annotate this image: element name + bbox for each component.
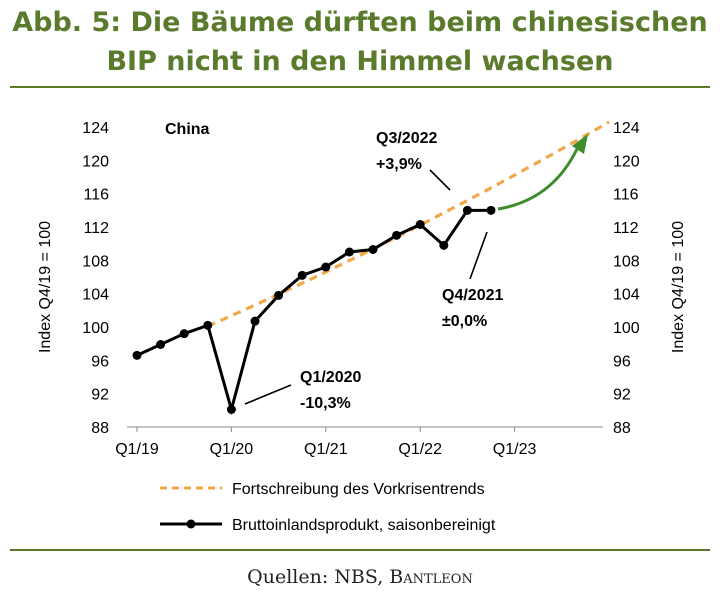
y-tick-label-left: 120: [82, 153, 109, 170]
gdp-line: [136, 208, 491, 416]
gdp-point: [368, 245, 378, 254]
bottom-divider: [10, 549, 710, 551]
annotation-leader-q4-2021: [469, 231, 488, 280]
gdp-point: [439, 240, 449, 250]
y-tick-label-left: 116: [83, 187, 109, 204]
annotation-q4-2021-label: Q4/2021: [442, 287, 503, 304]
gdp-point: [250, 316, 260, 326]
annotation-leader-q1-2020: [244, 384, 292, 405]
gdp-point: [226, 405, 236, 414]
y-tick-label-left: 92: [91, 387, 109, 404]
y-tick-label-right: 92: [613, 387, 631, 404]
gdp-point: [274, 290, 284, 300]
x-tick-label: Q1/21: [304, 441, 348, 458]
y-tick-label-left: 104: [82, 287, 109, 304]
chart-title-line1: Abb. 5: Die Bäume dürften beim chinesisc…: [12, 7, 708, 38]
y-tick-label-right: 96: [613, 353, 631, 370]
source-prefix: Quellen: NBS,: [247, 566, 390, 588]
y-tick-label-right: 104: [613, 287, 640, 304]
gdp-point: [203, 320, 213, 330]
x-tick-label: Q1/20: [210, 441, 254, 458]
chart-title-line2: BIP nicht in den Himmel wachsen: [106, 46, 614, 77]
y-tick-label-left: 96: [91, 353, 109, 370]
gdp-point: [179, 329, 189, 339]
source-note: Quellen: NBS, Bantleon: [0, 566, 720, 588]
y-tick-label-left: 108: [82, 253, 109, 270]
gdp-point: [344, 247, 354, 257]
gdp-point: [462, 205, 472, 215]
y-tick-label-right: 120: [613, 153, 640, 170]
outlook-arrow: [497, 148, 579, 211]
legend-gdp-marker: [186, 519, 196, 529]
trend-line: [207, 120, 610, 328]
annotation-q1-2020-value: -10,3%: [300, 395, 351, 412]
gdp-point: [415, 220, 425, 229]
y-tick-label-right: 116: [613, 187, 639, 204]
outlook-arrow-head: [572, 134, 588, 154]
chart-inner-title: China: [165, 121, 210, 138]
y-tick-label-right: 124: [613, 120, 640, 137]
annotation-q3-2022-label: Q3/2022: [376, 130, 437, 147]
y-tick-label-right: 112: [613, 220, 639, 237]
y-axis-label-left: Index Q4/19 = 100: [37, 221, 54, 353]
top-divider: [10, 86, 710, 88]
y-axis-label-right: Index Q4/19 = 100: [670, 221, 687, 353]
y-tick-label-left: 88: [91, 420, 109, 437]
y-tick-label-left: 100: [82, 320, 109, 337]
y-tick-label-right: 108: [613, 253, 640, 270]
x-tick-label: Q1/23: [493, 441, 537, 458]
gdp-point: [156, 340, 166, 349]
x-tick-label: Q1/19: [115, 441, 159, 458]
source-brand: Bantleon: [389, 566, 473, 588]
gdp-point: [392, 230, 402, 240]
annotation-q3-2022-value: +3,9%: [376, 156, 422, 173]
y-tick-label-right: 100: [613, 320, 640, 337]
annotation-q4-2021-value: ±0,0%: [442, 313, 487, 330]
y-tick-label-right: 88: [613, 420, 631, 437]
x-tick-label: Q1/22: [398, 441, 442, 458]
gdp-chart: 88 92 96 100 104 108 112 116 120 124 88 92 96 100 104…: [37, 120, 687, 534]
annotation-leader-q3-2022: [429, 169, 451, 191]
gdp-point: [132, 350, 142, 360]
legend-gdp-label: Bruttoinlandsprodukt, saisonbereinigt: [232, 517, 496, 534]
y-tick-label-left: 112: [83, 220, 109, 237]
y-tick-label-left: 124: [82, 120, 109, 137]
gdp-point: [297, 270, 307, 280]
gdp-point: [486, 205, 496, 215]
legend-trend-label: Fortschreibung des Vorkrisentrends: [232, 481, 485, 498]
annotation-q1-2020-label: Q1/2020: [300, 369, 361, 386]
gdp-point: [321, 262, 331, 272]
